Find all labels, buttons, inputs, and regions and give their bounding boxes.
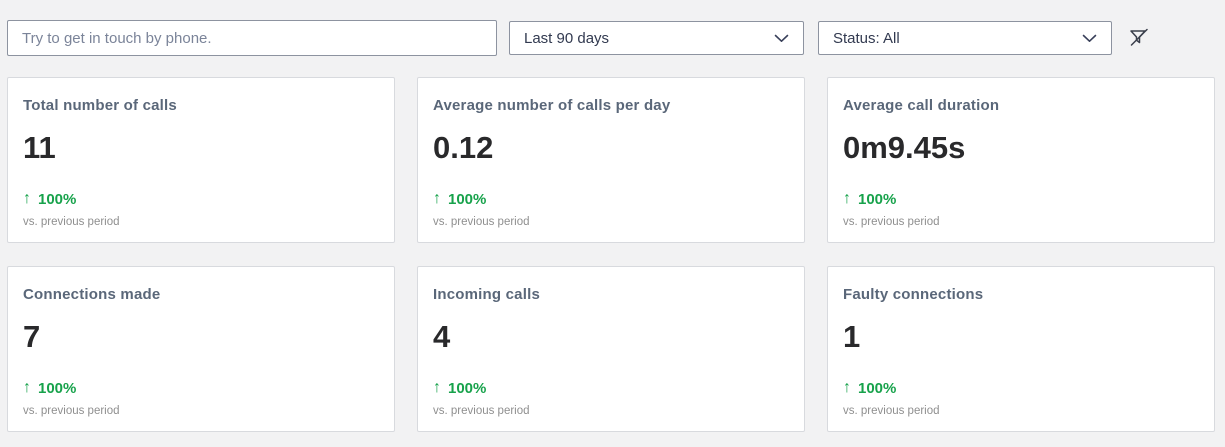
- delta-percent: 100%: [38, 379, 77, 397]
- card-caption: vs. previous period: [843, 405, 940, 417]
- delta-percent: 100%: [448, 379, 487, 397]
- filters-toolbar: Last 90 days Status: All: [0, 0, 1225, 70]
- stat-card-connections-made: Connections made 7 ↑ 100% vs. previous p…: [7, 266, 395, 432]
- card-value: 0.12: [433, 130, 494, 165]
- card-caption: vs. previous period: [23, 405, 120, 417]
- delta-percent: 100%: [858, 379, 897, 397]
- status-filter-dropdown[interactable]: Status: All: [818, 21, 1112, 55]
- card-title: Total number of calls: [23, 97, 177, 114]
- clear-filters-button[interactable]: [1124, 23, 1154, 53]
- card-caption: vs. previous period: [433, 405, 530, 417]
- card-title: Faulty connections: [843, 286, 984, 303]
- card-title: Connections made: [23, 286, 161, 303]
- card-title: Average call duration: [843, 97, 1000, 114]
- card-delta: ↑ 100%: [433, 190, 789, 208]
- card-value: 4: [433, 319, 451, 354]
- card-caption: vs. previous period: [433, 216, 530, 228]
- card-title: Incoming calls: [433, 286, 540, 303]
- card-value: 1: [843, 319, 861, 354]
- card-value: 7: [23, 319, 41, 354]
- trend-up-icon: ↑: [433, 190, 441, 207]
- card-delta: ↑ 100%: [843, 190, 1199, 208]
- filter-off-icon: [1127, 25, 1151, 52]
- stat-card-avg-call-duration: Average call duration 0m9.45s ↑ 100% vs.…: [827, 77, 1215, 243]
- trend-up-icon: ↑: [433, 379, 441, 396]
- date-range-value: Last 90 days: [524, 29, 610, 47]
- chevron-down-icon: [774, 34, 789, 43]
- delta-percent: 100%: [858, 190, 897, 208]
- card-value: 0m9.45s: [843, 130, 966, 165]
- card-delta: ↑ 100%: [843, 379, 1199, 397]
- trend-up-icon: ↑: [843, 190, 851, 207]
- delta-percent: 100%: [38, 190, 77, 208]
- stats-card-grid: Total number of calls 11 ↑ 100% vs. prev…: [7, 77, 1215, 432]
- delta-percent: 100%: [448, 190, 487, 208]
- status-filter-value: Status: All: [833, 29, 900, 47]
- chevron-down-icon: [1082, 34, 1097, 43]
- card-title: Average number of calls per day: [433, 97, 671, 114]
- stat-card-avg-calls-per-day: Average number of calls per day 0.12 ↑ 1…: [417, 77, 805, 243]
- card-delta: ↑ 100%: [433, 379, 789, 397]
- date-range-dropdown[interactable]: Last 90 days: [509, 21, 804, 55]
- card-caption: vs. previous period: [843, 216, 940, 228]
- trend-up-icon: ↑: [23, 379, 31, 396]
- card-value: 11: [23, 130, 56, 165]
- card-caption: vs. previous period: [23, 216, 120, 228]
- stat-card-total-calls: Total number of calls 11 ↑ 100% vs. prev…: [7, 77, 395, 243]
- search-input[interactable]: [7, 20, 497, 56]
- trend-up-icon: ↑: [843, 379, 851, 396]
- trend-up-icon: ↑: [23, 190, 31, 207]
- stat-card-incoming-calls: Incoming calls 4 ↑ 100% vs. previous per…: [417, 266, 805, 432]
- card-delta: ↑ 100%: [23, 379, 379, 397]
- card-delta: ↑ 100%: [23, 190, 379, 208]
- stat-card-faulty-connections: Faulty connections 1 ↑ 100% vs. previous…: [827, 266, 1215, 432]
